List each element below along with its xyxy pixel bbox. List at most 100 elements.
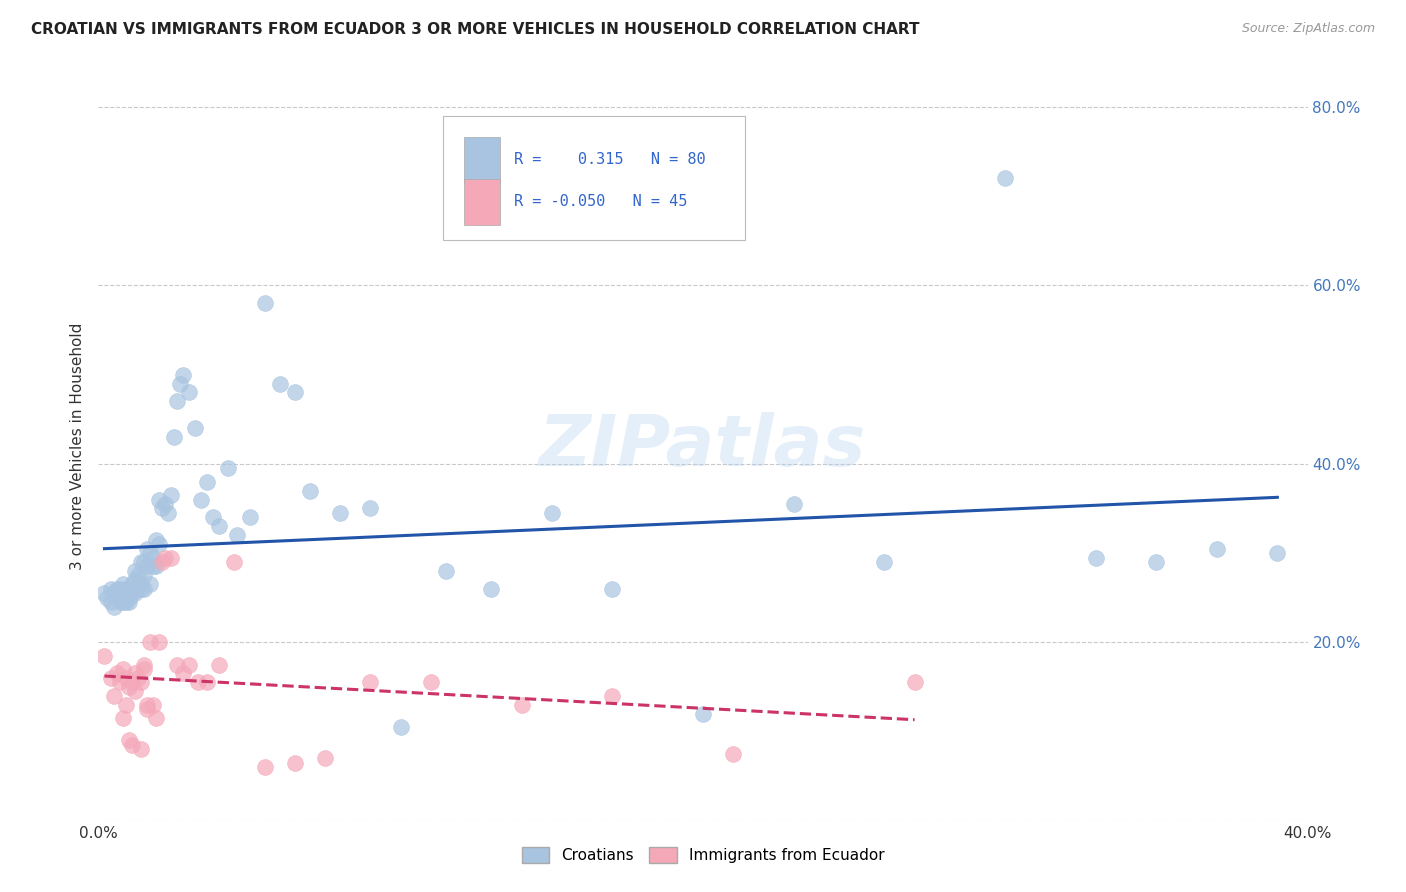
FancyBboxPatch shape <box>464 178 501 225</box>
Point <box>103 599 125 614</box>
Point <box>148 492 170 507</box>
Point <box>208 657 231 672</box>
Point <box>195 675 218 690</box>
Point <box>127 568 149 582</box>
FancyBboxPatch shape <box>464 136 501 183</box>
Point <box>190 492 212 507</box>
Text: R = -0.050   N = 45: R = -0.050 N = 45 <box>515 194 688 210</box>
Point <box>124 666 146 681</box>
Point <box>139 546 162 560</box>
Point <box>1206 541 1229 556</box>
Point <box>118 582 141 596</box>
Point <box>150 555 173 569</box>
Point <box>166 657 188 672</box>
Point <box>108 595 131 609</box>
Point <box>284 385 307 400</box>
Point <box>148 635 170 649</box>
Point <box>208 519 231 533</box>
Text: CROATIAN VS IMMIGRANTS FROM ECUADOR 3 OR MORE VEHICLES IN HOUSEHOLD CORRELATION : CROATIAN VS IMMIGRANTS FROM ECUADOR 3 OR… <box>31 22 920 37</box>
Point <box>217 461 239 475</box>
Legend: Croatians, Immigrants from Ecuador: Croatians, Immigrants from Ecuador <box>516 841 890 869</box>
Point <box>389 720 412 734</box>
Point <box>224 555 246 569</box>
Text: Source: ZipAtlas.com: Source: ZipAtlas.com <box>1241 22 1375 36</box>
Point <box>111 586 134 600</box>
Point <box>239 510 262 524</box>
Point <box>420 675 443 690</box>
Point <box>1144 555 1167 569</box>
Point <box>195 475 218 489</box>
Point <box>108 675 131 690</box>
Point <box>118 591 141 605</box>
Point <box>142 559 165 574</box>
Point <box>142 550 165 565</box>
Point <box>135 541 157 556</box>
Point <box>166 394 188 409</box>
Point <box>145 711 167 725</box>
Point <box>132 662 155 676</box>
Point <box>253 296 276 310</box>
Point <box>121 675 143 690</box>
Point <box>135 698 157 712</box>
Point <box>510 698 533 712</box>
Point <box>132 582 155 596</box>
Point <box>169 376 191 391</box>
Point <box>135 559 157 574</box>
Point <box>129 675 152 690</box>
Point <box>602 582 624 596</box>
Point <box>434 564 457 578</box>
Point <box>105 582 128 596</box>
Point <box>111 577 134 591</box>
Point <box>100 671 122 685</box>
Point <box>121 738 143 752</box>
Point <box>118 595 141 609</box>
Point <box>114 671 136 685</box>
Point <box>172 368 194 382</box>
Point <box>129 582 152 596</box>
Point <box>132 568 155 582</box>
Point <box>111 711 134 725</box>
Point <box>93 648 115 663</box>
Point <box>139 635 162 649</box>
Point <box>114 586 136 600</box>
Point <box>124 586 146 600</box>
FancyBboxPatch shape <box>443 116 745 240</box>
Text: ZIPatlas: ZIPatlas <box>540 411 866 481</box>
Point <box>783 497 806 511</box>
Point <box>253 760 276 774</box>
Point <box>127 671 149 685</box>
Point <box>114 698 136 712</box>
Point <box>153 550 176 565</box>
Point <box>142 698 165 712</box>
Point <box>179 657 201 672</box>
Point <box>139 577 162 591</box>
Point <box>187 675 209 690</box>
Point <box>132 555 155 569</box>
Point <box>129 577 152 591</box>
Point <box>873 555 896 569</box>
Point <box>111 662 134 676</box>
Point <box>103 689 125 703</box>
Point <box>108 582 131 596</box>
Point <box>135 702 157 716</box>
Point <box>160 550 183 565</box>
Point <box>1085 550 1108 565</box>
Point <box>118 586 141 600</box>
Point <box>150 501 173 516</box>
Point <box>129 742 152 756</box>
Point <box>145 533 167 547</box>
Point <box>172 666 194 681</box>
Point <box>148 537 170 551</box>
Point <box>692 706 714 721</box>
Point <box>723 747 745 761</box>
Point <box>481 582 503 596</box>
Point <box>202 510 225 524</box>
Point <box>105 591 128 605</box>
Point <box>100 582 122 596</box>
Point <box>118 680 141 694</box>
Point <box>284 756 307 770</box>
Point <box>111 595 134 609</box>
Point <box>118 733 141 747</box>
Point <box>127 577 149 591</box>
Text: R =    0.315   N = 80: R = 0.315 N = 80 <box>515 153 706 168</box>
